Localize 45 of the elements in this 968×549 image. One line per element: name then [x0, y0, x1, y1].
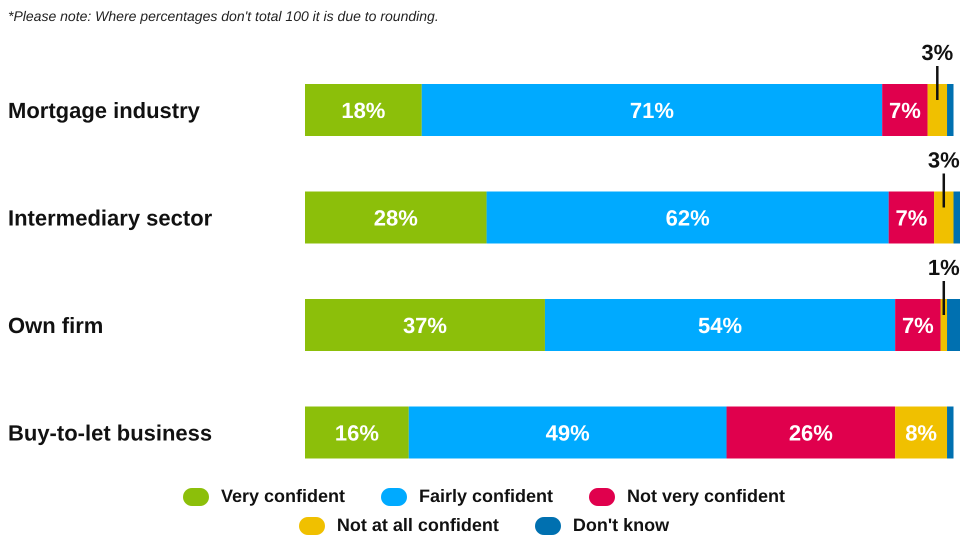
y-tick-label: Own firm: [8, 312, 104, 338]
data-label: 1%: [928, 255, 960, 280]
data-label: 62%: [666, 206, 710, 230]
data-label: 26%: [788, 420, 833, 446]
bar: [888, 192, 934, 244]
y-tick-label: Buy-to-let business: [8, 420, 212, 446]
bar: [305, 84, 422, 136]
bar: [305, 406, 409, 458]
legend-label: Not at all confident: [336, 515, 499, 536]
bar: [422, 84, 882, 136]
data-label: 7%: [888, 98, 921, 123]
legend-label: Don't know: [572, 515, 670, 536]
bar: [947, 84, 954, 136]
text: *Please note: Where percentages don't total 100 it is due to rounding.: [8, 8, 440, 26]
y-tick-label: Mortgage industry: [8, 98, 201, 123]
data-label: 7%: [895, 206, 928, 230]
bar: [305, 192, 487, 244]
data-label: 3%: [921, 40, 954, 65]
data-label: 3%: [928, 148, 960, 172]
data-label: 8%: [905, 420, 937, 446]
data-label: 16%: [334, 420, 379, 446]
data-label: 28%: [374, 206, 418, 230]
bar: [895, 299, 941, 351]
data-label: 54%: [698, 313, 742, 338]
legend-label: Very confident: [220, 486, 345, 507]
bar: [895, 406, 948, 458]
bar: [947, 406, 954, 458]
bar: [486, 192, 889, 244]
data-label: 71%: [630, 98, 674, 123]
bar: [305, 299, 545, 351]
bar: [544, 299, 896, 351]
data-label: 37%: [402, 313, 447, 338]
data-label: 49%: [546, 420, 590, 446]
bar: [408, 406, 727, 458]
bar: [726, 406, 896, 458]
bar: [934, 192, 954, 244]
legend-label: Not very confident: [626, 486, 786, 507]
data-label: 18%: [341, 98, 386, 123]
legend-label: Fairly confident: [418, 486, 553, 507]
y-tick-label: Intermediary sector: [8, 205, 213, 230]
data-label: 7%: [902, 313, 934, 338]
bar: [947, 299, 960, 351]
bar: [954, 192, 960, 244]
bar: [928, 84, 948, 136]
bar: [882, 84, 928, 136]
